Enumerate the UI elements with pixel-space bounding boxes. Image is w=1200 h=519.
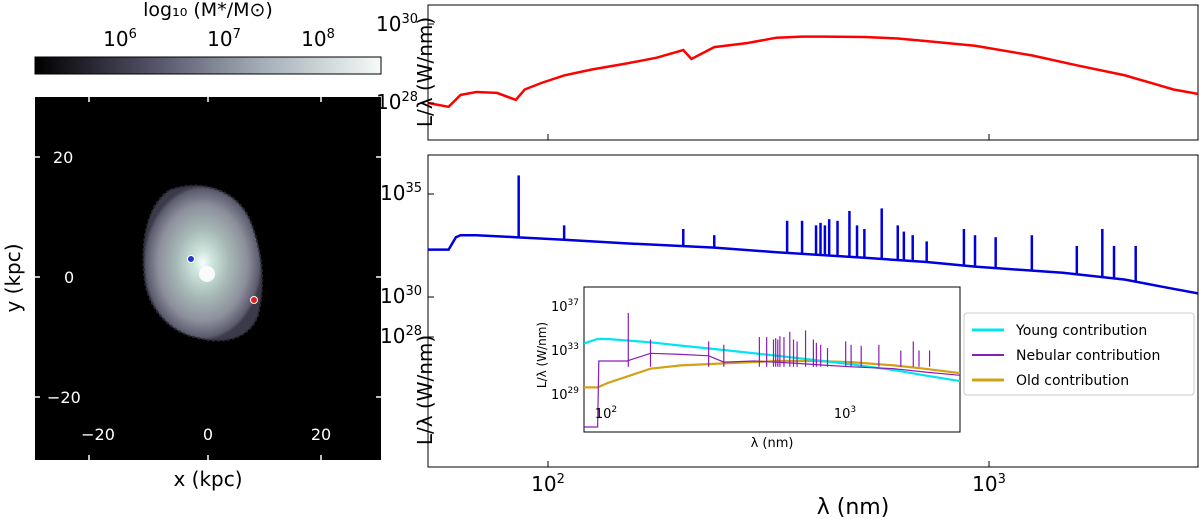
galaxy-core xyxy=(199,266,215,282)
map-xtick-label: 0 xyxy=(203,425,213,444)
colorbar-tick-1e7: 107 xyxy=(207,27,241,51)
map-ylabel: y (kpc) xyxy=(1,243,25,312)
map-xtick-label: 20 xyxy=(311,425,331,444)
inset-old-line xyxy=(584,359,960,389)
galaxy-blob xyxy=(142,184,264,342)
blue-point xyxy=(187,255,195,263)
colorbar xyxy=(34,56,382,75)
legend-label-old: Old contribution xyxy=(1016,373,1129,389)
inset-ytick-1e33: 1033 xyxy=(551,342,579,359)
inset-ytick-1e37: 1037 xyxy=(551,298,579,315)
colorbar-tick-labels: 106 107 108 xyxy=(103,27,335,51)
emission-lines xyxy=(517,175,1137,282)
legend-label-nebular: Nebular contribution xyxy=(1016,348,1160,364)
bottom-xtick-1e3: 103 xyxy=(972,472,1006,496)
map-tick-labels: −20 0 20 20 0 −20 xyxy=(47,148,331,444)
colorbar-tick-1e6: 106 xyxy=(103,27,137,51)
top-panel: 1030 1028 L/λ (W/nm) xyxy=(376,4,1199,141)
inset-nebular-emission-lines xyxy=(627,312,931,367)
bottom-ylabel: L/λ (W/nm) xyxy=(413,335,437,445)
top-ytick-1e30: 1030 xyxy=(376,12,418,36)
inset-ytick-1e29: 1029 xyxy=(551,386,579,403)
red-point xyxy=(250,296,258,304)
map-panel: −20 0 20 20 0 −20 xyxy=(35,97,381,460)
inset-xlabel: λ (nm) xyxy=(751,436,794,451)
map-ticks xyxy=(35,97,381,460)
inset-ylabel: L/λ (W/nm) xyxy=(535,322,549,388)
bottom-spectrum-line xyxy=(428,233,1198,295)
legend: Young contribution Nebular contribution … xyxy=(963,312,1195,396)
bottom-ytick-1e30: 1030 xyxy=(380,284,422,308)
map-xlabel: x (kpc) xyxy=(173,467,242,491)
map-ytick-label: 0 xyxy=(64,268,74,287)
inset-young-line xyxy=(584,337,960,383)
map-xtick-label: −20 xyxy=(81,425,115,444)
colorbar-tick-1e8: 108 xyxy=(301,27,335,51)
bottom-xlabel: λ (nm) xyxy=(817,495,890,519)
top-ytick-1e28: 1028 xyxy=(376,90,418,114)
top-spectrum-line xyxy=(428,35,1198,109)
top-ylabel: L/λ (W/nm) xyxy=(413,17,437,127)
bottom-ytick-1e35: 1035 xyxy=(380,181,422,205)
bottom-xtick-1e2: 102 xyxy=(531,472,565,496)
map-ytick-label: 20 xyxy=(53,148,73,167)
map-ytick-label: −20 xyxy=(47,388,81,407)
inset-panel: 1037 1033 1029 102 103 λ (nm) L/λ (W/nm) xyxy=(535,286,961,451)
legend-label-young: Young contribution xyxy=(1015,323,1147,339)
bottom-panel: 1035 1030 1028 102 103 λ (nm) L/λ (W/nm) xyxy=(380,154,1199,519)
colorbar-label: log₁₀ (M*/M⊙) xyxy=(143,0,273,21)
